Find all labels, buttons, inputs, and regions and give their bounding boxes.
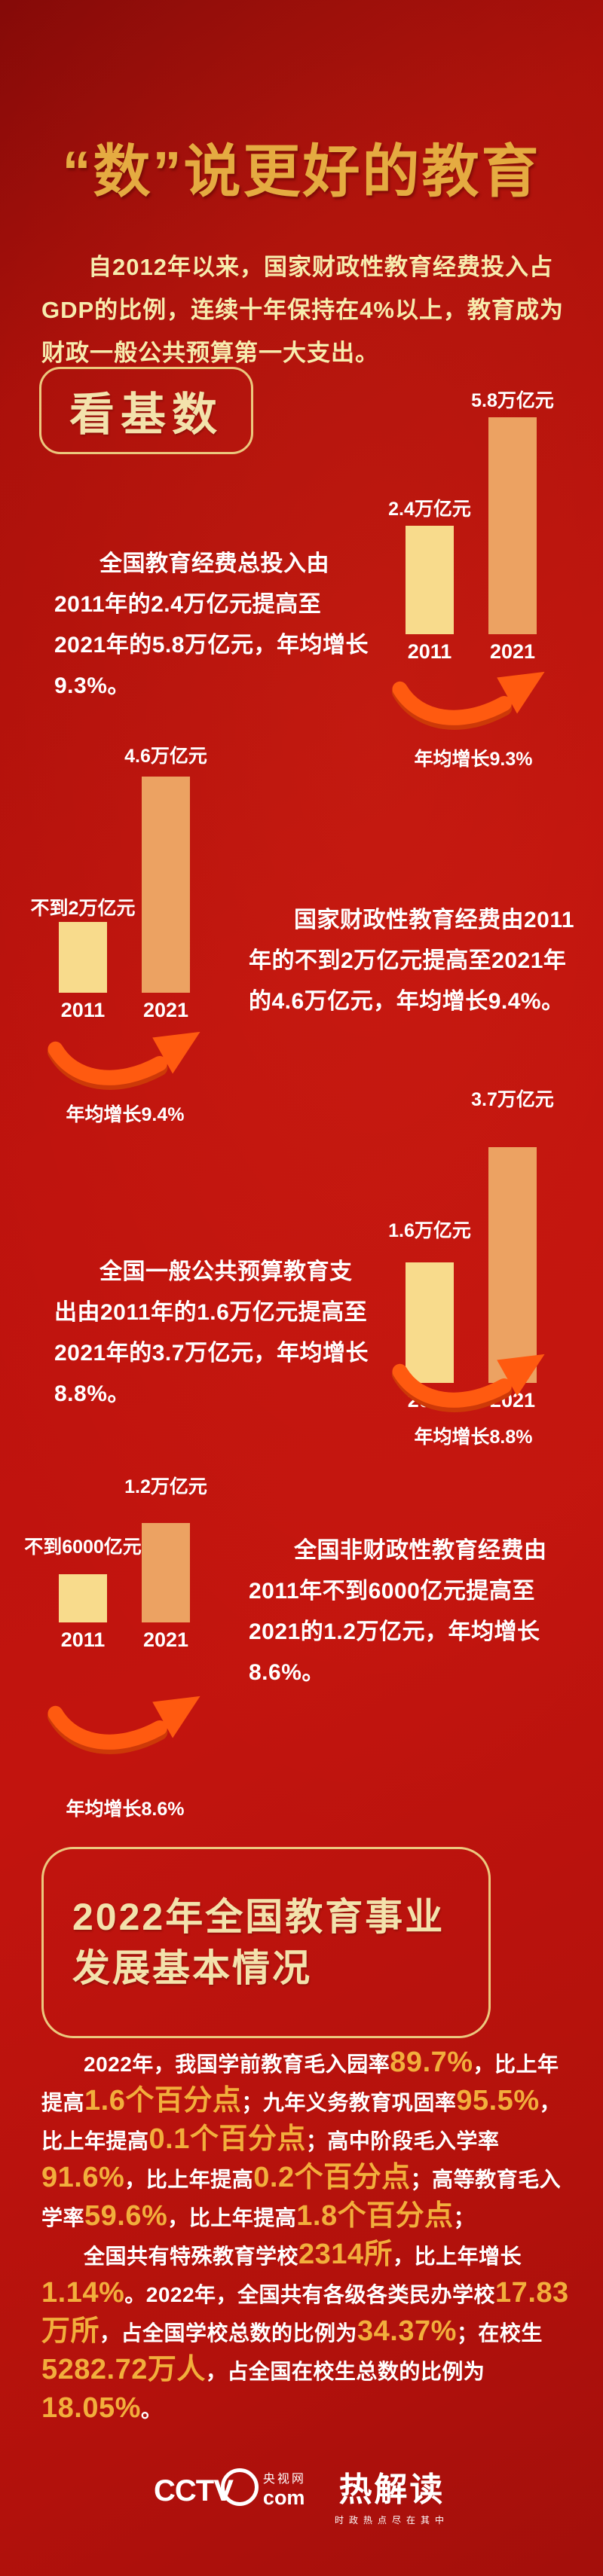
bar-2011 [406, 1262, 454, 1383]
growth-arrow-icon [391, 671, 545, 730]
growth-arrow-icon [47, 1031, 200, 1090]
bar-2011 [406, 526, 454, 634]
growth-annotation: 年均增长9.4% [66, 1104, 185, 1125]
bar-value-label-2021: 4.6万亿元 [124, 746, 207, 767]
bar-value-label-2011: 不到6000亿元 [24, 1537, 142, 1558]
section-badge-line2: 发展基本情况 [72, 1947, 312, 1989]
stats-paragraph: 2022年，我国学前教育毛入园率89.7%，比上年提高1.6个百分点；九年义务教… [41, 2046, 562, 2232]
cctv-logo: CCTV 央视网 com [154, 2468, 306, 2509]
bar-2021 [488, 417, 537, 634]
rejiedu-wordmark: 热解读 [338, 2471, 445, 2508]
cctv-com-label: com [262, 2486, 305, 2509]
growth-annotation: 年均增长8.6% [66, 1799, 185, 1820]
growth-annotation: 年均增长8.8% [414, 1427, 533, 1448]
chart-description: 全国一般公共预算教育支出由2011年的1.6万亿元提高至2021年的3.7万亿元… [54, 1259, 369, 1406]
section-badge-2022-overview: 2022年全国教育事业 发展基本情况 [41, 1847, 491, 2038]
chart-description: 国家财政性教育经费由2011年的不到2万亿元提高至2021年的4.6万亿元，年均… [249, 908, 575, 1014]
bar-2021 [142, 777, 190, 993]
bar-2021 [142, 1523, 190, 1622]
year-label-2021: 2021 [489, 640, 536, 663]
bar-value-label-2011: 不到2万亿元 [30, 898, 136, 919]
bar-2021 [488, 1147, 537, 1383]
section-badge-label: 看基数 [69, 389, 223, 440]
rejiedu-logo: 热解读 时政热点尽在其中 [335, 2474, 449, 2526]
year-label-2011: 2011 [60, 1628, 106, 1651]
bar-value-label-2021: 5.8万亿元 [471, 390, 554, 411]
cctv-cn-label: 央视网 [262, 2473, 306, 2486]
section-badge-look-at-base: 看基数 [39, 367, 253, 454]
growth-annotation: 年均增长9.3% [414, 749, 533, 770]
bar-2011 [59, 1574, 107, 1622]
statistics-block: 2022年，我国学前教育毛入园率89.7%，比上年提高1.6个百分点；九年义务教… [41, 2044, 569, 2428]
cctv-wordmark: CCTV [154, 2474, 234, 2507]
rejiedu-tagline: 时政热点尽在其中 [334, 2515, 449, 2526]
page-title: “数”说更好的教育 [62, 140, 541, 204]
stats-paragraph: 全国共有特殊教育学校2314所，比上年增长1.14%。2022年，全国共有各级各… [41, 2239, 569, 2424]
bar-2011 [59, 922, 107, 993]
cctv-ring-icon [220, 2468, 259, 2506]
bar-value-label-2011: 1.6万亿元 [388, 1220, 471, 1241]
bar-value-label-2021: 3.7万亿元 [471, 1089, 554, 1110]
bar-value-label-2011: 2.4万亿元 [388, 499, 471, 520]
footer: CCTV 央视网 com 热解读 时政热点尽在其中 [0, 2468, 603, 2526]
year-label-2011: 2011 [60, 999, 106, 1021]
growth-arrow-icon [391, 1354, 545, 1412]
chart-description: 全国非财政性教育经费由2011年不到6000亿元提高至2021的1.2万亿元，年… [249, 1538, 547, 1685]
section-badge-line1: 2022年全国教育事业 [72, 1896, 445, 1938]
year-label-2021: 2021 [142, 999, 189, 1021]
bar-value-label-2021: 1.2万亿元 [124, 1476, 207, 1497]
intro-paragraph: 自2012年以来，国家财政性教育经费投入占GDP的比例，连续十年保持在4%以上，… [41, 254, 564, 366]
year-label-2021: 2021 [142, 1628, 189, 1651]
chart-description: 全国教育经费总投入由2011年的2.4万亿元提高至2021年的5.8万亿元，年均… [54, 551, 369, 698]
growth-arrow-icon [47, 1695, 200, 1754]
year-label-2011: 2011 [407, 640, 452, 663]
